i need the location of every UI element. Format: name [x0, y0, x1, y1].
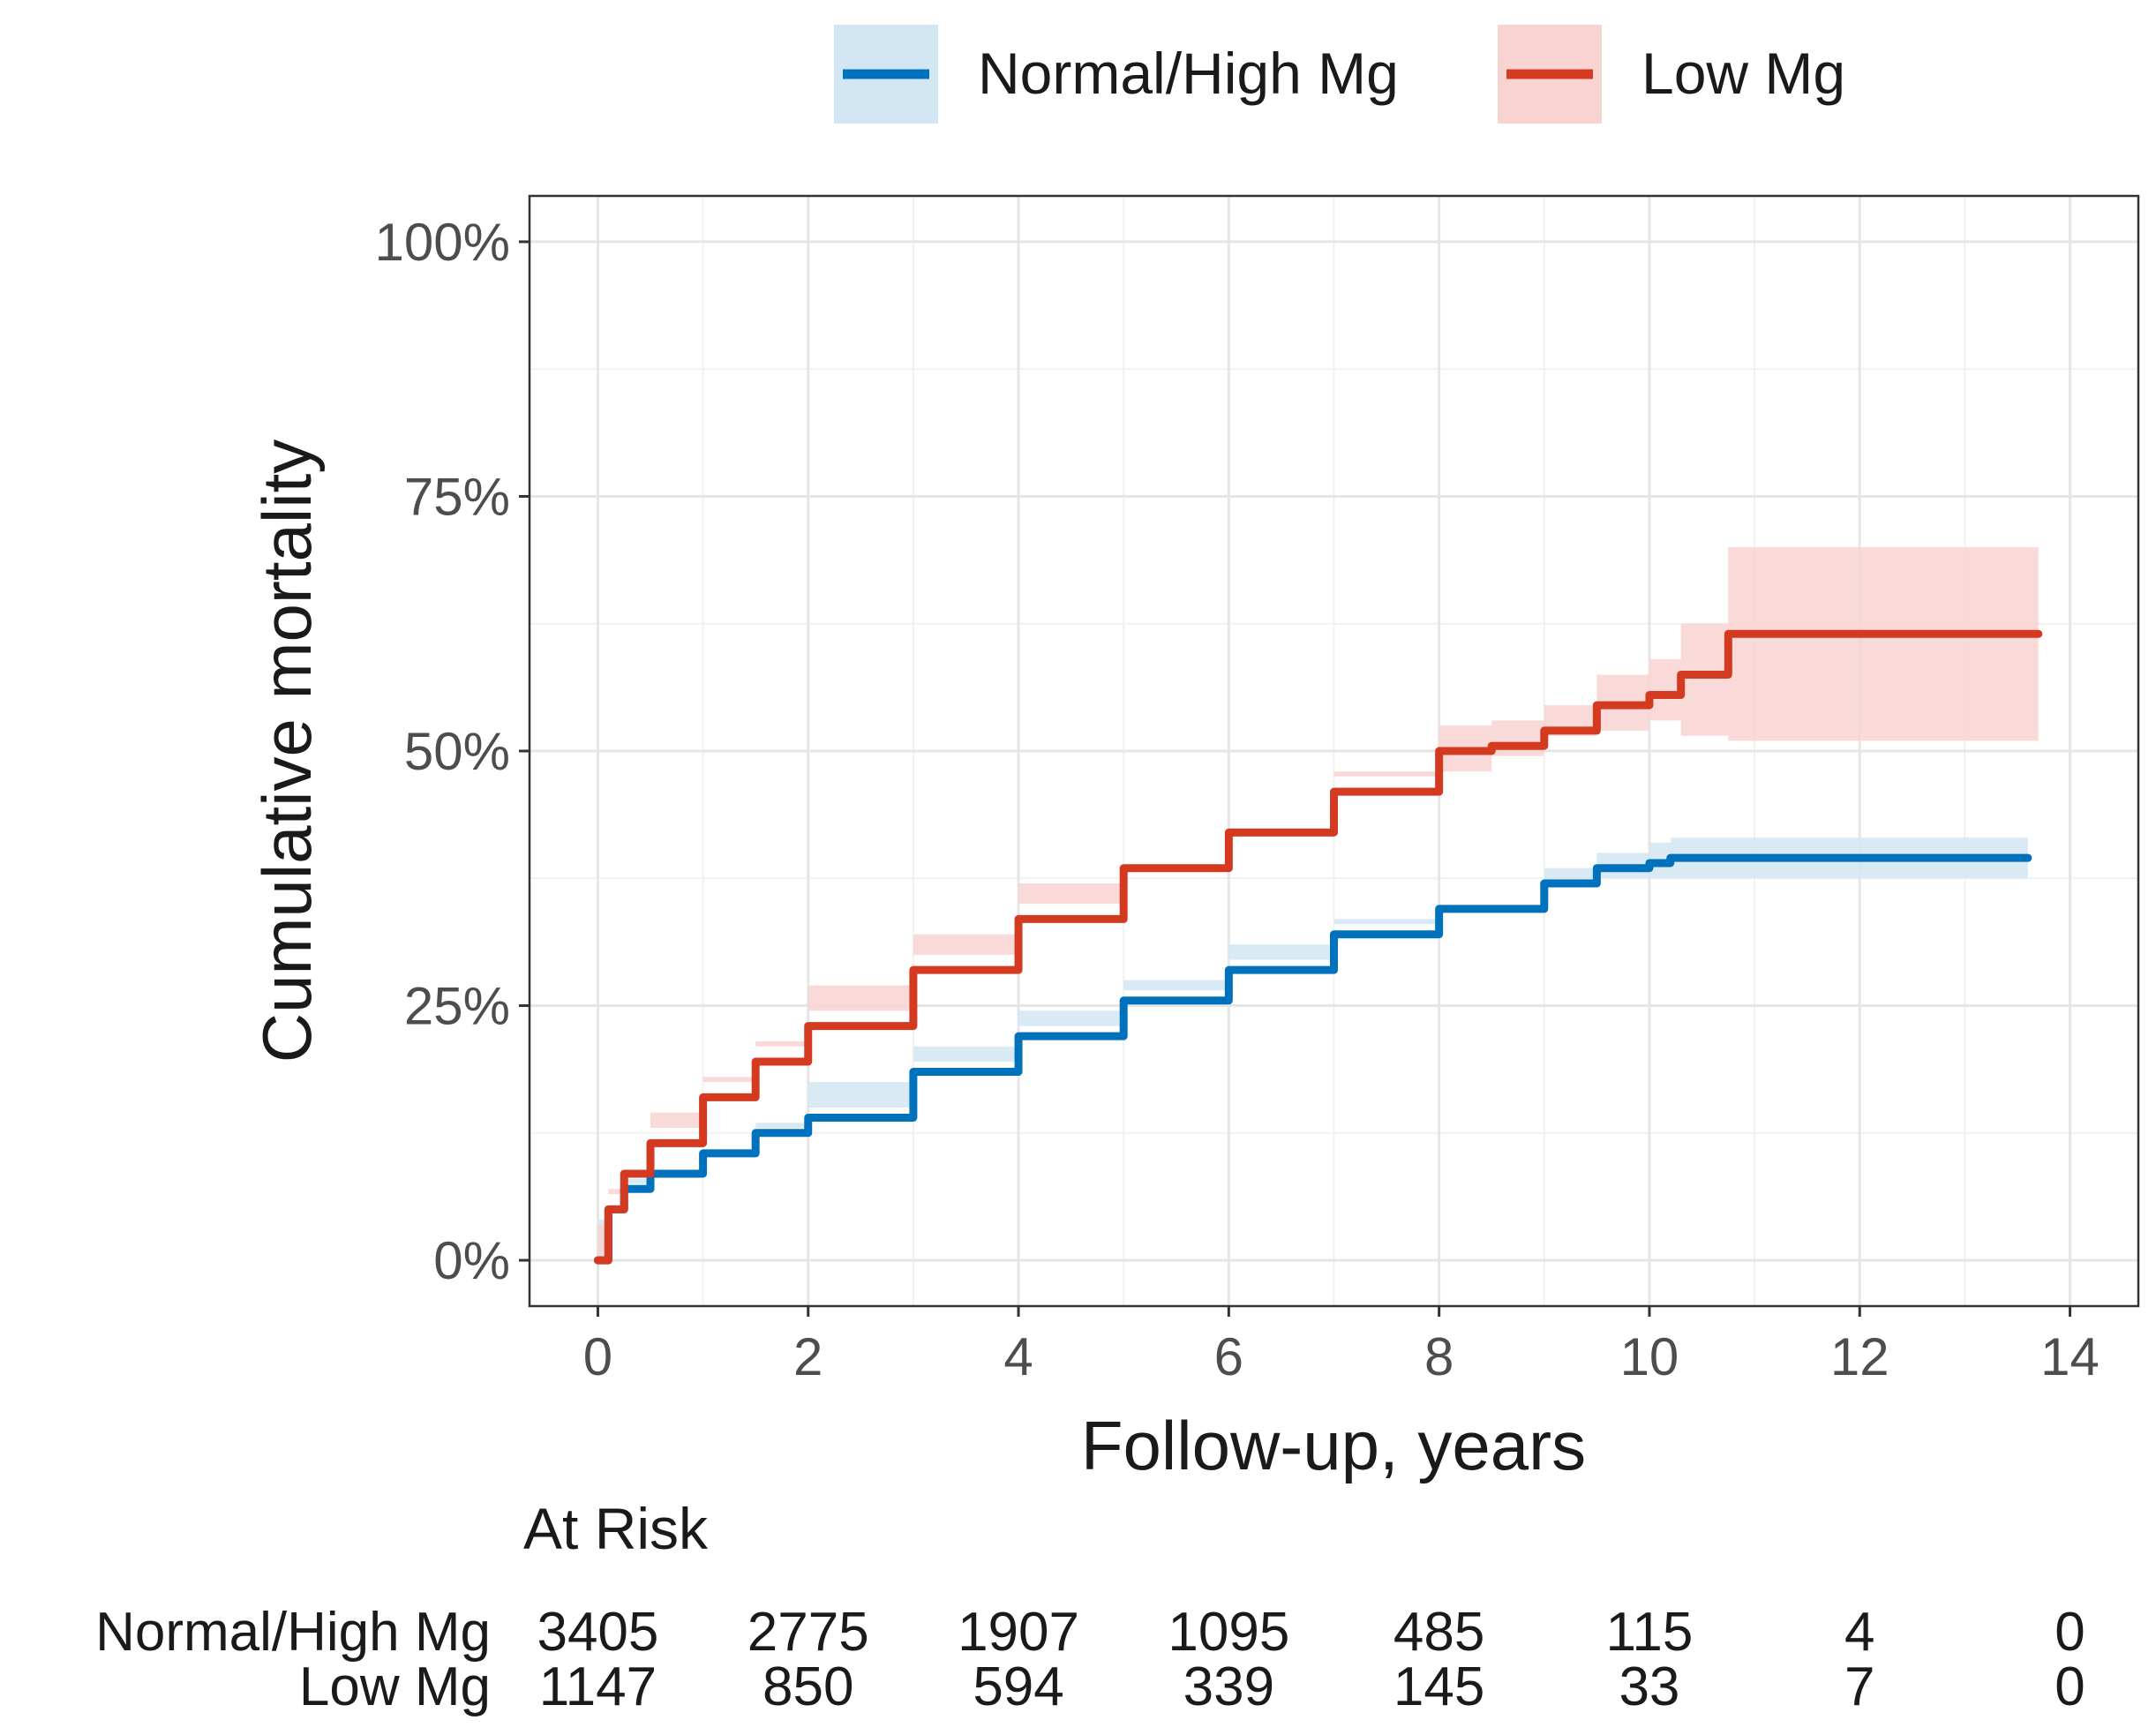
- risk-value-low-mg: 339: [1183, 1656, 1274, 1717]
- risk-row-label-low-mg: Low Mg: [299, 1656, 491, 1717]
- grid: [530, 196, 2138, 1306]
- risk-value-normal-high-mg: 115: [1606, 1602, 1694, 1663]
- legend-item-low-mg: Low Mg: [1498, 25, 1845, 124]
- x-tick-label: 14: [2040, 1327, 2100, 1386]
- confidence-bands: [597, 547, 2039, 1261]
- risk-table: At Risk Normal/High Mg Low Mg 3405 2775 19…: [95, 1496, 2085, 1717]
- legend-item-normal-high-mg: Normal/High Mg: [834, 25, 1399, 124]
- risk-value-normal-high-mg: 4: [1844, 1602, 1874, 1663]
- x-tick-label: 10: [1620, 1327, 1679, 1386]
- x-tick-label: 4: [1003, 1327, 1033, 1386]
- series-line-normal-high-mg: [593, 853, 2032, 1265]
- y-axis-title: Cumulative mortality: [248, 439, 326, 1063]
- risk-value-low-mg: 850: [762, 1656, 853, 1717]
- x-axis: 0 2 4 6 8 10 12 14: [583, 1306, 2100, 1386]
- band-low-mg: [597, 547, 2039, 1261]
- series-lines: [593, 629, 2043, 1265]
- x-tick-label: 6: [1214, 1327, 1243, 1386]
- legend: Normal/High Mg Low Mg: [834, 25, 1845, 124]
- y-tick-label: 25%: [404, 977, 510, 1036]
- risk-value-normal-high-mg: 485: [1394, 1602, 1484, 1663]
- y-tick-label: 50%: [404, 722, 510, 781]
- y-tick-label: 75%: [404, 467, 510, 526]
- x-tick-label: 8: [1424, 1327, 1454, 1386]
- risk-value-normal-high-mg: 0: [2055, 1602, 2085, 1663]
- risk-value-low-mg: 594: [973, 1656, 1063, 1717]
- legend-label-normal-high-mg: Normal/High Mg: [978, 41, 1399, 106]
- risk-value-normal-high-mg: 1907: [958, 1602, 1079, 1663]
- x-tick-label: 2: [793, 1327, 823, 1386]
- risk-value-low-mg: 145: [1394, 1656, 1484, 1717]
- risk-value-low-mg: 0: [2055, 1656, 2085, 1717]
- risk-table-title: At Risk: [523, 1496, 709, 1561]
- risk-values: 3405 2775 1907 1095 485 115 4 0 1147 850 594 339 145…: [537, 1602, 2085, 1717]
- legend-label-low-mg: Low Mg: [1641, 41, 1845, 106]
- risk-value-low-mg: 7: [1844, 1656, 1874, 1717]
- y-tick-label: 0%: [433, 1231, 510, 1290]
- risk-value-normal-high-mg: 2775: [747, 1602, 869, 1663]
- risk-value-low-mg: 1147: [539, 1656, 657, 1717]
- series-line-low-mg: [593, 629, 2043, 1265]
- risk-value-normal-high-mg: 1095: [1168, 1602, 1289, 1663]
- x-axis-title: Follow-up, years: [1081, 1407, 1586, 1484]
- x-tick-label: 12: [1830, 1327, 1889, 1386]
- risk-row-label-normal-high-mg: Normal/High Mg: [95, 1602, 491, 1663]
- x-tick-label: 0: [583, 1327, 612, 1386]
- risk-value-normal-high-mg: 3405: [537, 1602, 658, 1663]
- y-axis: 0% 25% 50% 75% 100%: [375, 213, 530, 1290]
- y-tick-label: 100%: [375, 213, 510, 272]
- risk-value-low-mg: 33: [1619, 1656, 1679, 1717]
